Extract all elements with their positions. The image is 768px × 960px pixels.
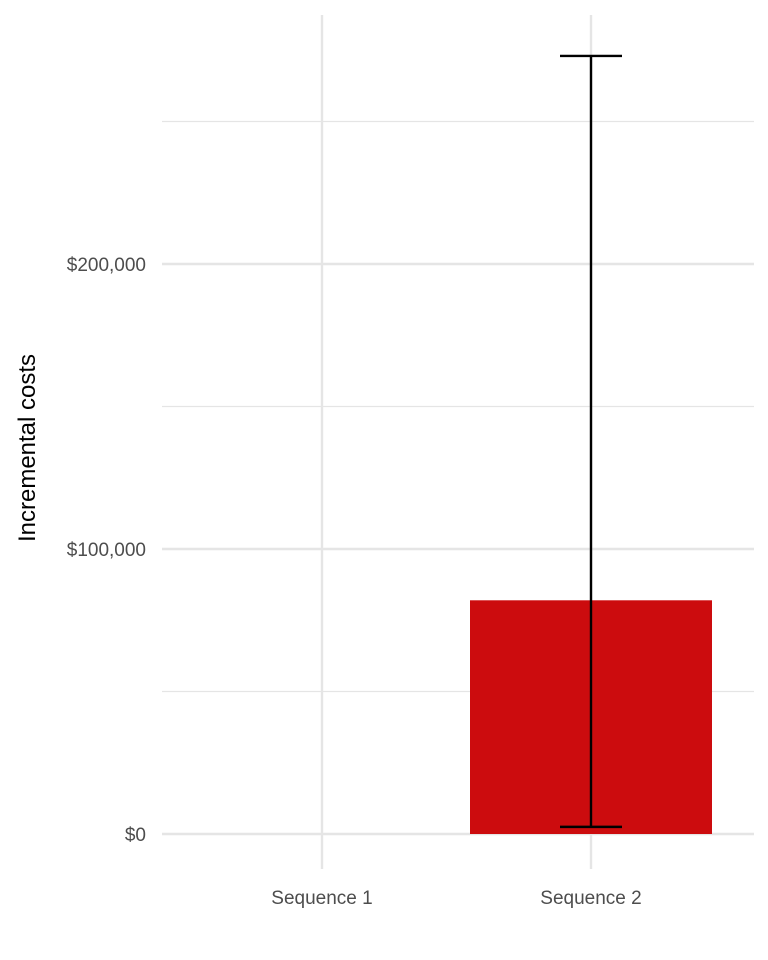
x-tick-labels: Sequence 1 Sequence 2 bbox=[271, 888, 641, 909]
y-tick-labels: $0 $100,000 $200,000 bbox=[67, 255, 146, 846]
y-tick-label: $100,000 bbox=[67, 540, 146, 561]
y-tick-label: $200,000 bbox=[67, 255, 146, 276]
y-axis-title: Incremental costs bbox=[14, 354, 41, 542]
error-bar bbox=[560, 54, 622, 829]
error-bar-layer bbox=[560, 54, 622, 829]
x-tick-label: Sequence 2 bbox=[540, 888, 641, 909]
y-tick-label: $0 bbox=[125, 825, 146, 846]
x-tick-label: Sequence 1 bbox=[271, 888, 372, 909]
